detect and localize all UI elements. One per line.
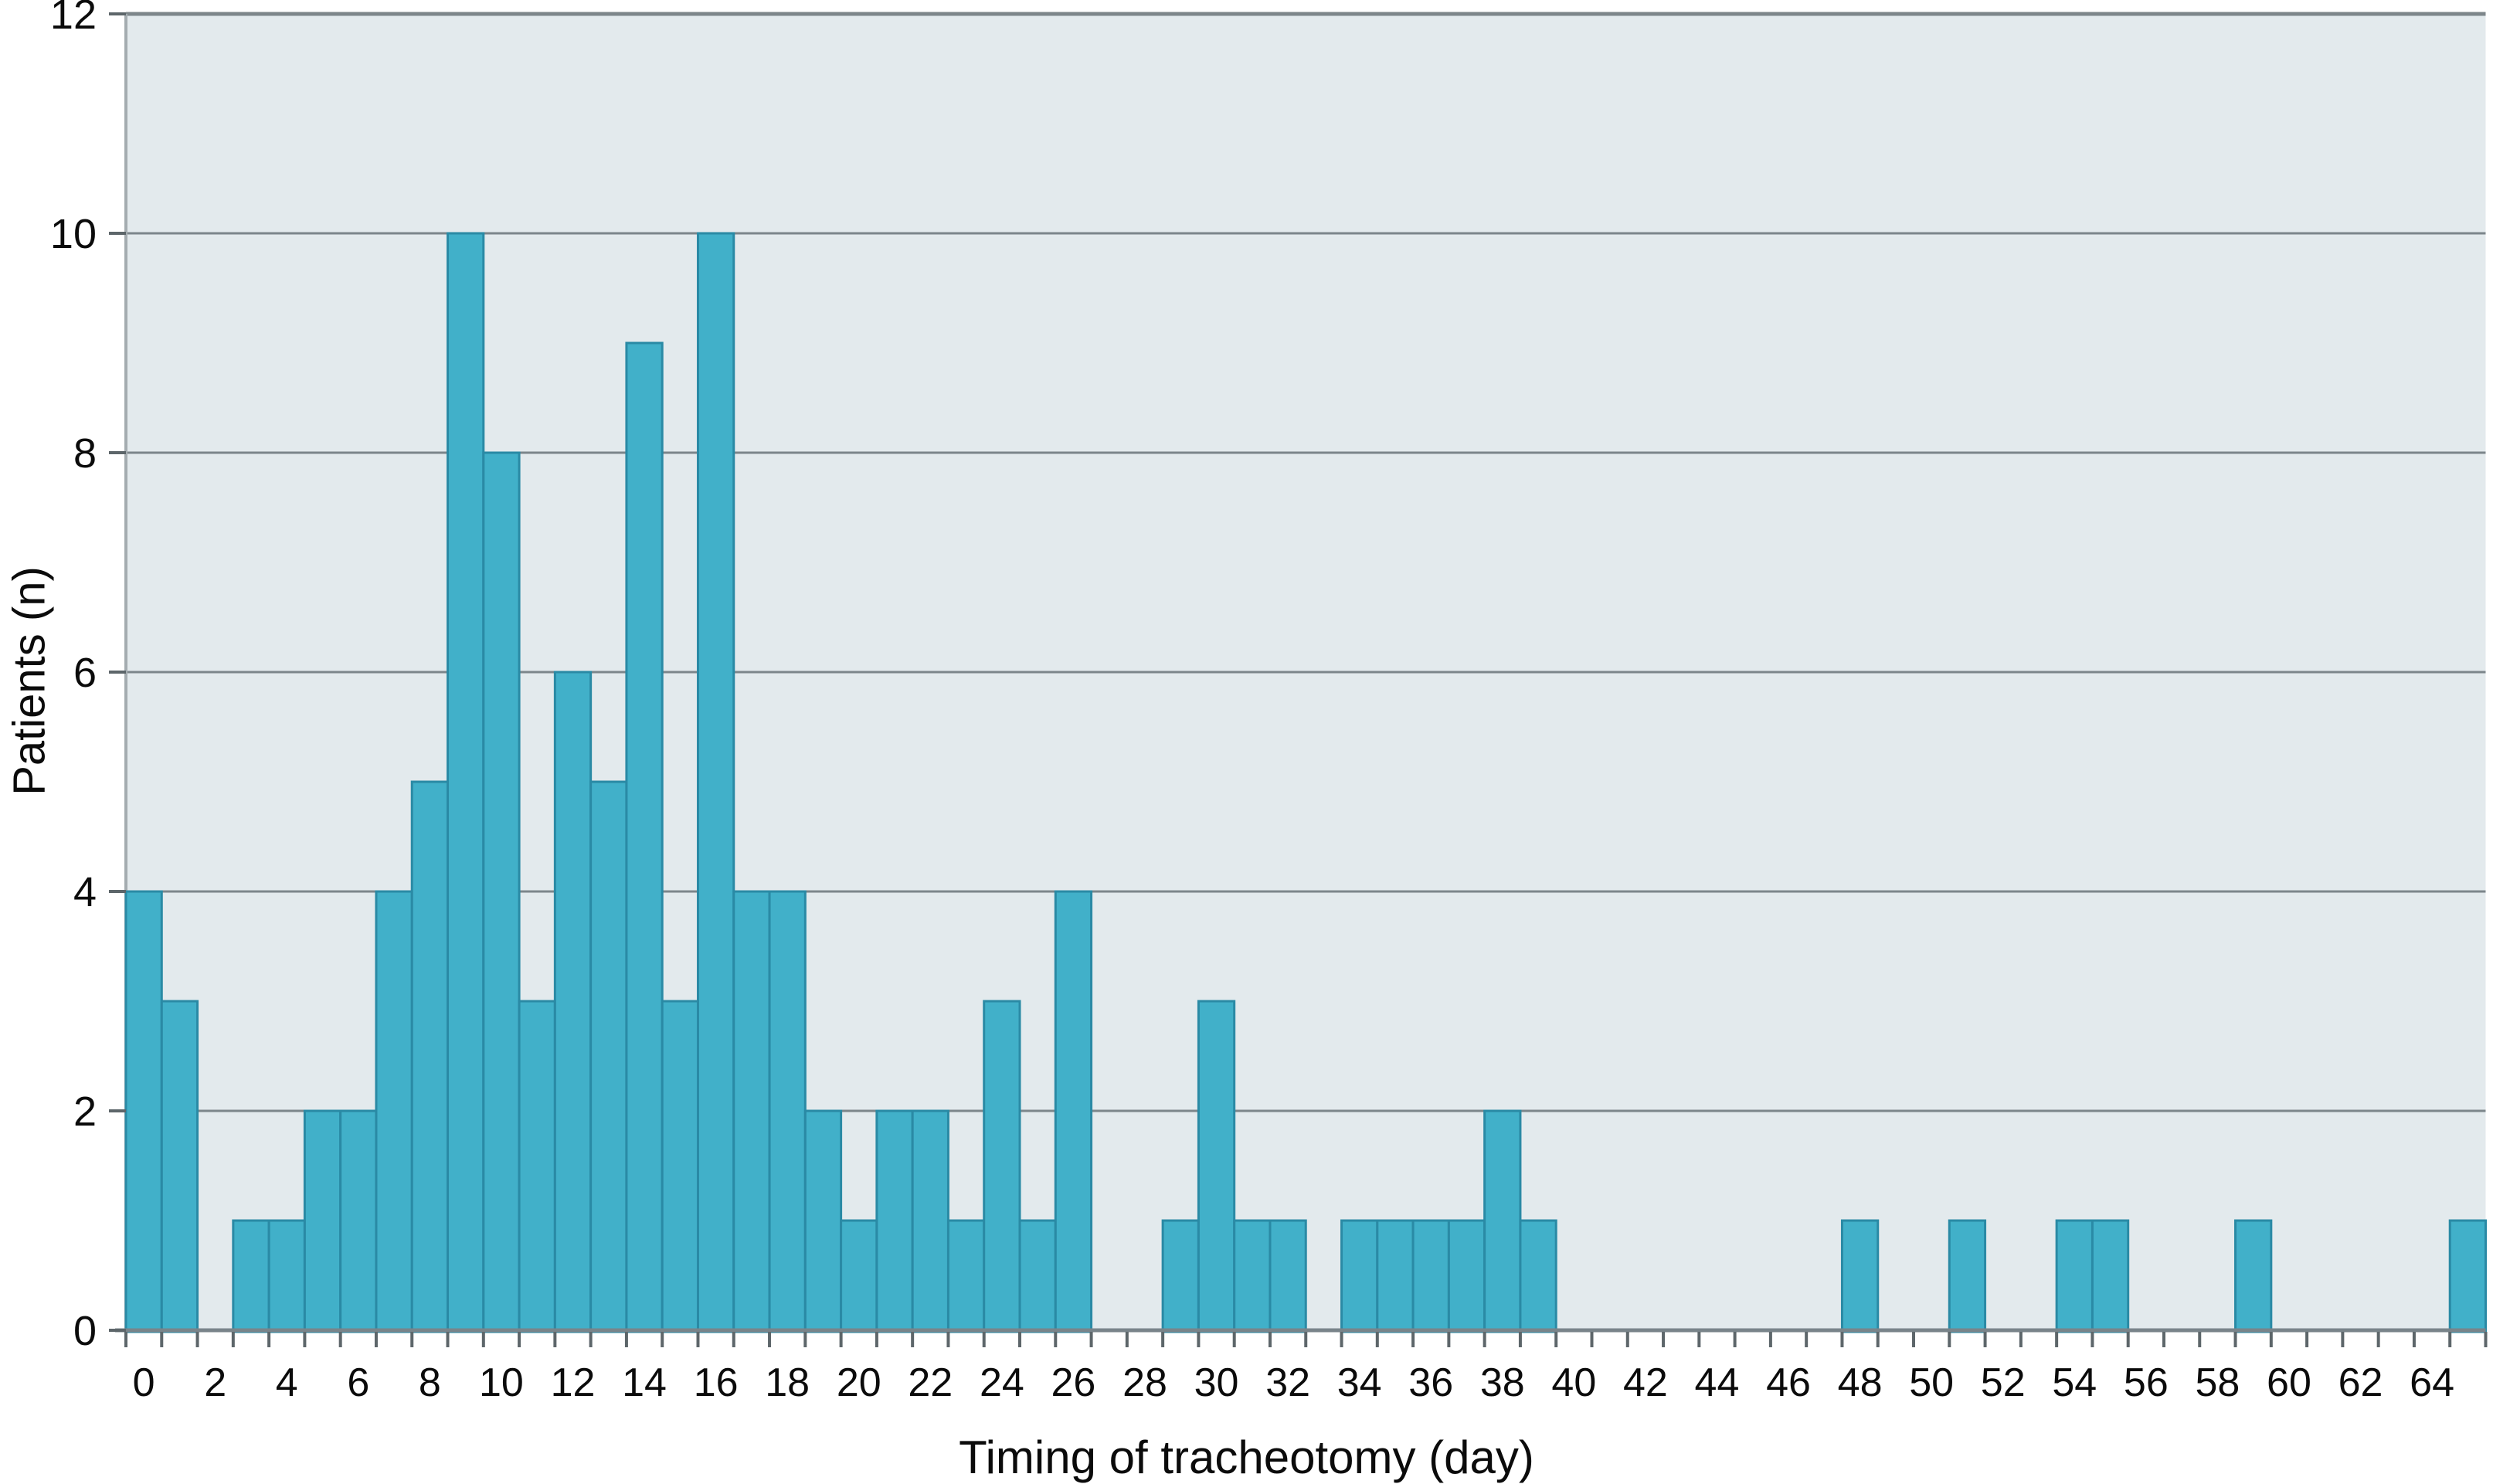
bar-day-6 <box>339 1109 378 1333</box>
bar-day-5 <box>303 1109 342 1333</box>
bar-day-65 <box>2448 1219 2488 1333</box>
bar-day-48 <box>1840 1219 1880 1333</box>
x-tick-label-40: 40 <box>1551 1360 1596 1405</box>
bar-day-51 <box>1948 1219 1987 1333</box>
bar-day-21 <box>875 1109 914 1333</box>
x-tick-label-62: 62 <box>2338 1360 2383 1405</box>
x-tick-label-18: 18 <box>765 1360 810 1405</box>
y-tick-label-10: 10 <box>50 211 97 257</box>
bar-day-12 <box>553 671 593 1333</box>
bar-day-30 <box>1197 1000 1236 1333</box>
x-tick-label-22: 22 <box>908 1360 953 1405</box>
x-tick-label-4: 4 <box>276 1360 298 1405</box>
bar-day-25 <box>1018 1219 1057 1333</box>
bar-day-9 <box>447 232 485 1333</box>
y-tick-label-4: 4 <box>73 869 97 915</box>
bar-day-0 <box>124 890 163 1333</box>
y-tick-label-12: 12 <box>50 0 97 38</box>
y-tick-label-6: 6 <box>73 650 97 696</box>
bar-day-7 <box>375 890 413 1333</box>
bar-day-19 <box>803 1109 843 1333</box>
bar-day-11 <box>518 1000 556 1333</box>
bar-day-22 <box>911 1109 949 1333</box>
bar-day-29 <box>1161 1219 1200 1333</box>
x-tick-label-58: 58 <box>2195 1360 2240 1405</box>
bar-day-3 <box>232 1219 270 1333</box>
x-tick-label-8: 8 <box>419 1360 441 1405</box>
x-tick-label-30: 30 <box>1194 1360 1239 1405</box>
bar-day-38 <box>1483 1109 1522 1333</box>
bar-day-35 <box>1376 1219 1415 1333</box>
bar-day-13 <box>589 780 628 1333</box>
bar-day-31 <box>1233 1219 1272 1333</box>
x-tick-label-2: 2 <box>204 1360 226 1405</box>
x-tick-label-26: 26 <box>1051 1360 1096 1405</box>
bar-day-34 <box>1340 1219 1379 1333</box>
bar-day-18 <box>768 890 807 1333</box>
x-tick-label-48: 48 <box>1838 1360 1883 1405</box>
bar-day-55 <box>2091 1219 2130 1333</box>
bar-day-10 <box>482 451 521 1333</box>
x-tick-label-34: 34 <box>1337 1360 1382 1405</box>
bar-day-8 <box>410 780 450 1333</box>
bar-day-20 <box>840 1219 878 1333</box>
y-tick-label-8: 8 <box>73 430 97 477</box>
x-tick-label-24: 24 <box>980 1360 1024 1405</box>
x-tick-label-12: 12 <box>551 1360 596 1405</box>
x-tick-label-14: 14 <box>622 1360 667 1405</box>
x-tick-label-46: 46 <box>1766 1360 1811 1405</box>
bar-day-16 <box>696 232 735 1333</box>
x-tick-label-0: 0 <box>133 1360 155 1405</box>
x-tick-label-60: 60 <box>2267 1360 2311 1405</box>
bar-day-4 <box>267 1219 306 1333</box>
bar-day-15 <box>661 1000 699 1333</box>
y-tick-label-2: 2 <box>73 1088 97 1135</box>
y-axis-title: Patients (n) <box>4 566 55 796</box>
bar-day-59 <box>2234 1219 2273 1333</box>
y-tick-label-0: 0 <box>73 1308 97 1354</box>
bar-day-36 <box>1411 1219 1450 1333</box>
x-tick-label-52: 52 <box>1981 1360 2026 1405</box>
x-tick-label-6: 6 <box>347 1360 369 1405</box>
bar-day-39 <box>1519 1219 1557 1333</box>
bar-day-26 <box>1054 890 1093 1333</box>
x-tick-label-50: 50 <box>1909 1360 1954 1405</box>
bar-day-54 <box>2055 1219 2094 1333</box>
bar-day-23 <box>946 1219 986 1333</box>
x-tick-label-64: 64 <box>2410 1360 2454 1405</box>
x-tick-label-32: 32 <box>1265 1360 1310 1405</box>
bar-day-24 <box>983 1000 1021 1333</box>
bar-day-1 <box>160 1000 199 1333</box>
bar-day-14 <box>625 341 664 1333</box>
x-axis-title: Timing of tracheotomy (day) <box>959 1431 1534 1483</box>
bar-day-17 <box>732 890 771 1333</box>
x-tick-label-16: 16 <box>694 1360 739 1405</box>
x-tick-label-10: 10 <box>479 1360 524 1405</box>
x-tick-label-42: 42 <box>1623 1360 1668 1405</box>
x-tick-label-28: 28 <box>1123 1360 1167 1405</box>
x-tick-label-44: 44 <box>1695 1360 1740 1405</box>
x-tick-label-20: 20 <box>837 1360 881 1405</box>
x-tick-label-54: 54 <box>2052 1360 2097 1405</box>
x-tick-label-38: 38 <box>1480 1360 1525 1405</box>
bar-day-37 <box>1447 1219 1486 1333</box>
bar-day-32 <box>1269 1219 1307 1333</box>
x-tick-label-56: 56 <box>2124 1360 2169 1405</box>
x-tick-label-36: 36 <box>1408 1360 1453 1405</box>
